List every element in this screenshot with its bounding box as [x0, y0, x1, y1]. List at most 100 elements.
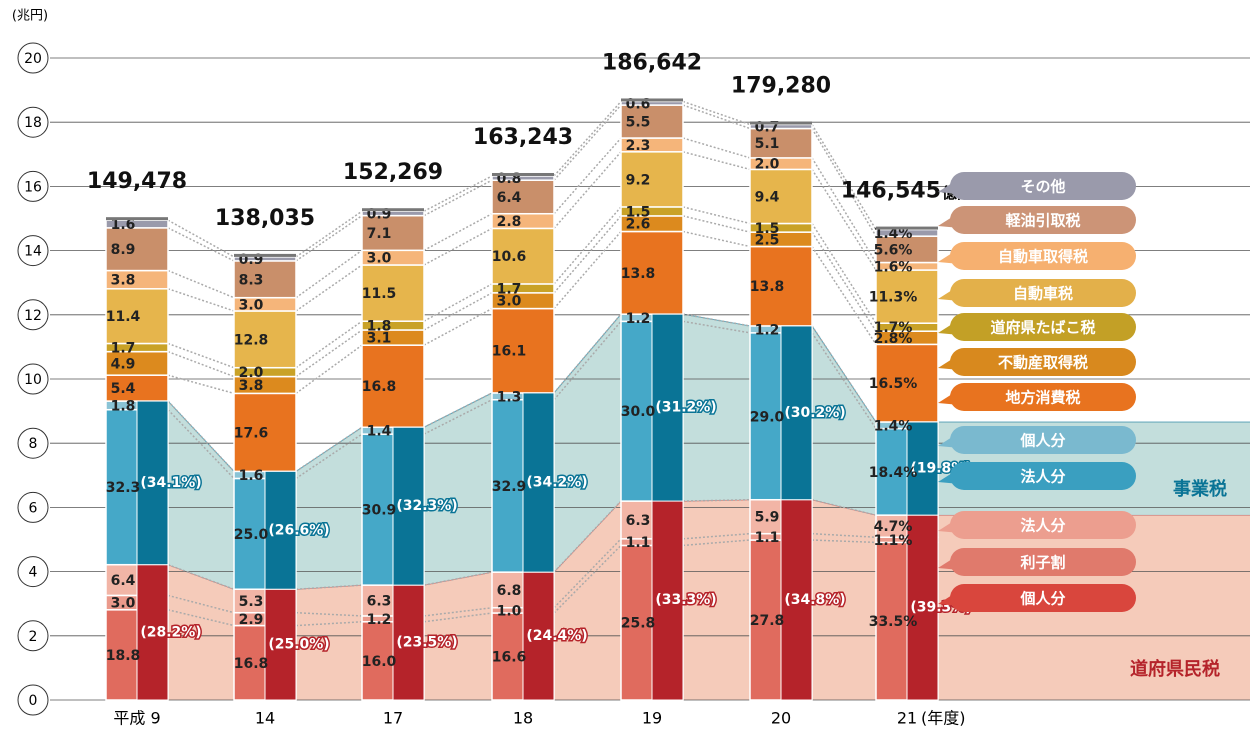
segment-label: 32.9 [492, 479, 527, 495]
connector [295, 344, 363, 394]
connector [295, 584, 363, 590]
legend-pill [950, 172, 1136, 200]
group-bar [264, 470, 297, 590]
group-bar [392, 426, 425, 586]
segment-label: 4.9 [111, 356, 136, 372]
y-tick-label: 18 [24, 115, 42, 131]
connector [423, 179, 493, 217]
y-tick-circle [17, 299, 49, 331]
segment-label: 2.8% [874, 331, 913, 347]
segment-label: 5.6% [874, 242, 913, 258]
connector [682, 313, 751, 327]
segment-label: 13.8 [750, 279, 785, 295]
connector [167, 350, 235, 378]
segment-label: 11.4 [106, 309, 141, 325]
connector [682, 230, 751, 248]
segment-label: 18.4% [869, 465, 918, 481]
segment-label: 2.0 [755, 157, 780, 173]
legend-label: 自動車取得税 [998, 248, 1088, 266]
group-bar [780, 325, 813, 501]
segment-label: 3.0 [111, 596, 136, 612]
bar-segment [105, 227, 169, 272]
connector [811, 124, 877, 230]
connector [167, 219, 235, 258]
segment-label: 16.0 [362, 654, 397, 670]
segment-label: 11.5 [362, 286, 397, 302]
connector [423, 399, 493, 435]
connector [295, 214, 363, 262]
connector [682, 539, 751, 547]
x-tick-label: 21 [897, 709, 917, 728]
segment-label: 16.8 [234, 656, 269, 672]
connector [167, 374, 235, 395]
group-bar [136, 564, 169, 701]
group-bar [651, 499, 684, 701]
bar-cap [621, 98, 683, 102]
legend-label: 自動車税 [1013, 285, 1073, 303]
legend-label: 道府県たばこ税 [990, 319, 1095, 337]
segment-label: 8.3 [239, 272, 264, 288]
connector [295, 264, 363, 312]
segment-label: 27.8 [750, 613, 785, 629]
connector [423, 213, 493, 251]
group-label: (34.8%) [784, 592, 845, 608]
y-tick-label: 14 [24, 244, 42, 260]
connector [167, 609, 235, 627]
bar-cap [876, 226, 938, 230]
connector [295, 621, 363, 627]
segment-label: 6.8 [497, 583, 522, 599]
y-tick-circle [17, 556, 49, 588]
segment-label: 12.8 [234, 332, 269, 348]
segment-label: 1.1 [755, 530, 780, 546]
segment-label: 10.6 [492, 249, 527, 265]
connector [682, 100, 751, 126]
connector [423, 175, 493, 212]
segment-label: 1.0 [497, 603, 522, 619]
legend-pill [950, 206, 1136, 234]
connector [811, 223, 877, 324]
bar-segment [105, 288, 169, 345]
segment-label: 1.7 [497, 281, 522, 297]
legend-label: 法人分 [1020, 517, 1065, 535]
legend-pill [950, 279, 1136, 307]
segment-label: 6.4 [111, 573, 136, 589]
legend-label: 法人分 [1020, 468, 1065, 486]
legend-pill [950, 462, 1136, 490]
bar-segment [233, 310, 297, 369]
connector [682, 137, 751, 159]
segment-label: 8.9 [111, 242, 136, 258]
connector [553, 100, 622, 177]
connector [811, 332, 877, 429]
segment-label: 1.4% [874, 226, 913, 242]
segment-label: 1.5 [626, 204, 651, 220]
bar-segment [361, 344, 425, 429]
group-bar [906, 421, 939, 516]
connector [682, 498, 751, 502]
connector [295, 320, 363, 369]
segment-label: 4.7% [874, 519, 913, 535]
y-tick-circle [17, 620, 49, 652]
x-tick-label: 14 [255, 709, 275, 728]
y-tick-circle [17, 491, 49, 523]
segment-label: 16.6 [492, 650, 527, 666]
legend-pill [950, 313, 1136, 341]
segment-label: 16.8 [362, 379, 397, 395]
connector [167, 594, 235, 614]
group-bar [651, 313, 684, 502]
segment-label: 1.1% [874, 533, 913, 549]
group-label: (32.3%) [396, 498, 457, 514]
group-bar [136, 400, 169, 566]
group-label: (33.3%) [655, 592, 716, 608]
connector [682, 532, 751, 540]
segment-label: 1.7% [874, 320, 913, 336]
legend-label: 地方消費税 [1005, 389, 1080, 407]
connector [295, 249, 363, 299]
y-tick-label: 20 [24, 51, 42, 67]
segment-label: 2.6 [626, 217, 651, 233]
segment-label: 5.1 [755, 136, 780, 152]
group-bar [522, 571, 555, 701]
connector [167, 227, 235, 262]
segment-label: 11.3% [869, 290, 918, 306]
y-tick-label: 6 [29, 500, 38, 516]
bar-segment [233, 260, 297, 299]
